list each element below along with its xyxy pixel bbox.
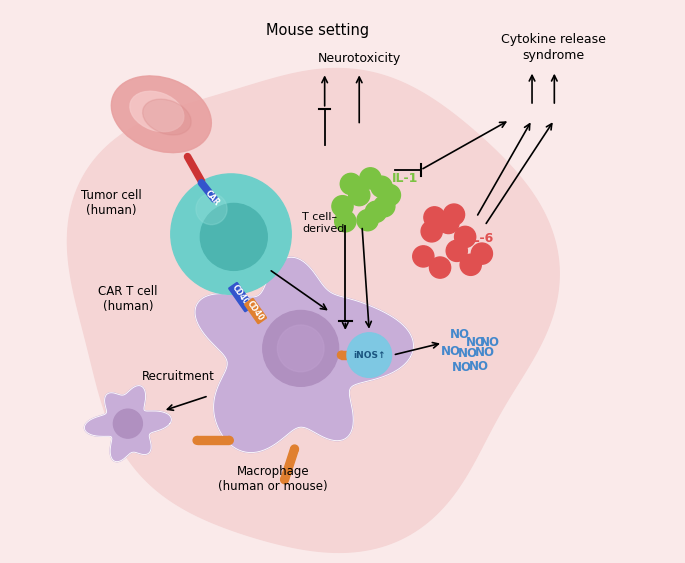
Text: Macrophage
(human or mouse): Macrophage (human or mouse) xyxy=(218,466,327,493)
Text: Neurotoxicity: Neurotoxicity xyxy=(318,52,401,65)
Circle shape xyxy=(443,204,464,225)
Circle shape xyxy=(370,351,377,359)
Circle shape xyxy=(338,351,345,359)
Text: NO: NO xyxy=(441,345,461,358)
Circle shape xyxy=(332,196,353,217)
Circle shape xyxy=(347,333,392,377)
Text: Tumor cell
(human): Tumor cell (human) xyxy=(81,190,142,217)
Circle shape xyxy=(413,246,434,267)
Ellipse shape xyxy=(112,76,212,153)
Text: CAR: CAR xyxy=(203,189,222,207)
Text: NO: NO xyxy=(452,361,473,374)
Polygon shape xyxy=(197,436,229,444)
Circle shape xyxy=(340,173,362,195)
Circle shape xyxy=(263,310,338,386)
Circle shape xyxy=(371,176,392,197)
Text: NO: NO xyxy=(466,336,486,349)
Ellipse shape xyxy=(142,99,191,135)
Circle shape xyxy=(455,226,475,248)
Circle shape xyxy=(365,201,386,222)
Circle shape xyxy=(277,325,324,372)
Text: CD40: CD40 xyxy=(245,300,266,323)
Circle shape xyxy=(374,196,395,217)
Circle shape xyxy=(471,243,493,264)
Circle shape xyxy=(196,194,227,225)
Text: CD40L: CD40L xyxy=(229,283,253,311)
Circle shape xyxy=(171,174,291,294)
Circle shape xyxy=(460,254,482,275)
Circle shape xyxy=(438,212,459,234)
Text: Cytokine release
syndrome: Cytokine release syndrome xyxy=(501,33,606,62)
Ellipse shape xyxy=(130,91,184,132)
Text: NO: NO xyxy=(469,360,489,373)
Circle shape xyxy=(114,409,142,438)
Circle shape xyxy=(225,436,233,444)
Circle shape xyxy=(193,436,201,444)
Text: T cell–
derived: T cell– derived xyxy=(302,212,345,234)
Circle shape xyxy=(360,168,381,189)
Text: Mouse setting: Mouse setting xyxy=(266,23,369,38)
Circle shape xyxy=(290,445,299,453)
Text: NO: NO xyxy=(458,347,478,360)
Text: NO: NO xyxy=(449,328,469,341)
Polygon shape xyxy=(84,386,171,462)
Polygon shape xyxy=(341,351,374,359)
Text: IL-1: IL-1 xyxy=(392,172,418,185)
Text: Recruitment: Recruitment xyxy=(142,370,214,383)
Text: IL-6: IL-6 xyxy=(468,231,494,244)
Circle shape xyxy=(421,221,443,242)
Circle shape xyxy=(446,240,467,261)
Circle shape xyxy=(281,476,288,484)
Circle shape xyxy=(379,185,401,205)
Text: NO: NO xyxy=(480,336,500,349)
Circle shape xyxy=(335,211,356,232)
Text: NO: NO xyxy=(475,346,495,359)
Text: iNOS↑: iNOS↑ xyxy=(353,351,386,360)
Circle shape xyxy=(429,257,451,278)
Polygon shape xyxy=(67,69,559,552)
Circle shape xyxy=(357,209,378,231)
Circle shape xyxy=(349,185,370,205)
Polygon shape xyxy=(195,257,414,453)
Text: CAR T cell
(human): CAR T cell (human) xyxy=(98,285,158,314)
Polygon shape xyxy=(281,448,298,481)
Circle shape xyxy=(200,203,267,270)
Circle shape xyxy=(424,207,445,228)
